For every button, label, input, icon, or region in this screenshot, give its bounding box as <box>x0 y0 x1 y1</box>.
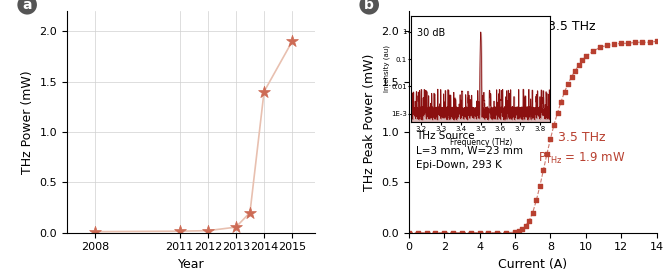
Point <box>594 45 605 50</box>
Point <box>637 40 648 45</box>
Point <box>555 99 566 104</box>
Point <box>403 230 414 235</box>
Point <box>439 230 450 235</box>
Point <box>577 58 588 63</box>
Point <box>531 198 541 203</box>
Text: 3.5 THz: 3.5 THz <box>547 20 595 33</box>
Point <box>602 43 612 48</box>
Point <box>521 224 531 228</box>
Point <box>483 230 494 235</box>
Point <box>448 230 458 235</box>
Text: $\mathrm{P_{THz}}$ = 1.9 mW: $\mathrm{P_{THz}}$ = 1.9 mW <box>538 151 625 166</box>
Text: 3.5 THz: 3.5 THz <box>557 131 605 144</box>
Y-axis label: THz Power (mW): THz Power (mW) <box>21 70 34 174</box>
Point <box>202 229 213 233</box>
Point <box>545 137 556 141</box>
Point <box>524 218 535 223</box>
Point <box>566 74 577 79</box>
Point <box>541 152 552 156</box>
Point <box>527 210 538 215</box>
Point <box>510 230 521 234</box>
Point <box>644 40 655 45</box>
Point <box>580 54 591 59</box>
Text: a: a <box>22 0 32 12</box>
Point <box>570 68 581 73</box>
X-axis label: Year: Year <box>178 258 204 271</box>
Text: THz Source
L=3 mm, W=23 mm
Epi-Down, 293 K: THz Source L=3 mm, W=23 mm Epi-Down, 293… <box>416 131 523 170</box>
Point <box>412 230 423 235</box>
Point <box>456 230 467 235</box>
Point <box>230 225 241 229</box>
Y-axis label: THz Peak Power (mW): THz Peak Power (mW) <box>363 53 376 191</box>
Point <box>474 230 485 235</box>
Point <box>492 230 502 235</box>
Point <box>517 227 527 231</box>
Point <box>430 230 441 235</box>
Point <box>466 230 476 235</box>
Point <box>513 229 524 234</box>
Point <box>174 229 185 234</box>
X-axis label: Current (A): Current (A) <box>498 258 567 271</box>
Point <box>559 89 570 94</box>
Point <box>421 230 432 235</box>
Point <box>609 42 620 47</box>
Point <box>538 168 549 173</box>
Point <box>549 123 559 127</box>
Point <box>287 39 297 43</box>
Point <box>588 49 598 53</box>
Point <box>259 89 269 94</box>
Point <box>616 41 626 45</box>
Point <box>630 40 641 45</box>
Point <box>501 230 512 235</box>
Point <box>535 184 545 189</box>
Point <box>245 210 255 215</box>
Point <box>563 81 574 86</box>
Point <box>651 39 662 43</box>
Point <box>574 63 584 68</box>
Point <box>623 41 634 45</box>
Text: b: b <box>364 0 374 12</box>
Point <box>90 229 100 234</box>
Point <box>552 111 563 115</box>
